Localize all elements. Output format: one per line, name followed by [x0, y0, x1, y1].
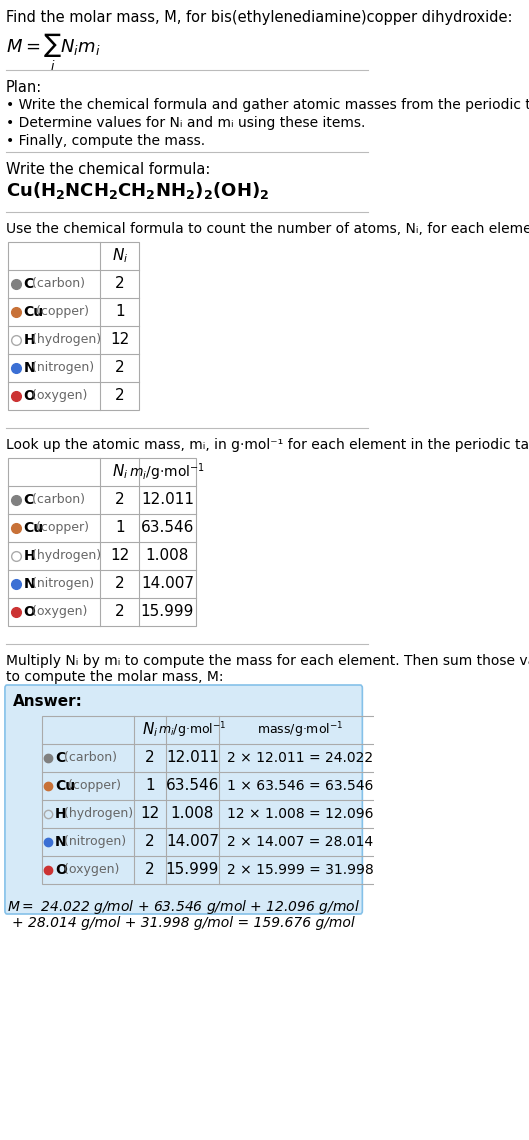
Text: 1.008: 1.008 — [145, 548, 189, 563]
Text: 1: 1 — [115, 521, 124, 536]
Text: Write the chemical formula:: Write the chemical formula: — [6, 162, 210, 177]
Text: 1.008: 1.008 — [171, 806, 214, 822]
Text: (nitrogen): (nitrogen) — [60, 836, 126, 848]
Text: 15.999: 15.999 — [141, 604, 194, 619]
Text: (carbon): (carbon) — [60, 751, 117, 765]
Text: O: O — [23, 605, 35, 619]
Text: $m_i$/g·mol$^{-1}$: $m_i$/g·mol$^{-1}$ — [158, 720, 227, 740]
Text: O: O — [23, 389, 35, 404]
Text: $M = \sum_i N_i m_i$: $M = \sum_i N_i m_i$ — [6, 32, 100, 73]
Text: Cu: Cu — [23, 521, 43, 535]
Text: Find the molar mass, M, for bis(ethylenediamine)copper dihydroxide:: Find the molar mass, M, for bis(ethylene… — [6, 10, 512, 25]
Text: 14.007: 14.007 — [141, 577, 194, 592]
Text: Use the chemical formula to count the number of atoms, Nᵢ, for each element:: Use the chemical formula to count the nu… — [6, 222, 529, 236]
Text: • Finally, compute the mass.: • Finally, compute the mass. — [6, 135, 205, 148]
Text: 2: 2 — [115, 492, 124, 507]
Text: H: H — [23, 333, 35, 347]
Text: 12: 12 — [110, 333, 130, 348]
Bar — [8, 458, 196, 626]
Bar — [8, 242, 139, 410]
Text: Look up the atomic mass, mᵢ, in g·mol⁻¹ for each element in the periodic table:: Look up the atomic mass, mᵢ, in g·mol⁻¹ … — [6, 438, 529, 451]
Text: 2: 2 — [115, 604, 124, 619]
Text: (oxygen): (oxygen) — [28, 605, 87, 619]
Text: N: N — [23, 577, 35, 591]
Text: 1: 1 — [115, 304, 124, 319]
Text: (copper): (copper) — [65, 780, 121, 792]
Text: mass/g·mol$^{-1}$: mass/g·mol$^{-1}$ — [257, 720, 343, 740]
Text: $N_i$: $N_i$ — [112, 246, 128, 266]
Text: 1 × 63.546 = 63.546: 1 × 63.546 = 63.546 — [227, 779, 373, 793]
Text: 2: 2 — [115, 577, 124, 592]
Text: 2: 2 — [145, 750, 155, 765]
Text: Cu: Cu — [23, 306, 43, 319]
Text: (hydrogen): (hydrogen) — [28, 334, 101, 347]
Text: (hydrogen): (hydrogen) — [28, 549, 101, 562]
Text: $N_i$: $N_i$ — [112, 463, 128, 481]
Text: 12: 12 — [110, 548, 130, 563]
Text: 63.546: 63.546 — [141, 521, 194, 536]
Text: Multiply Nᵢ by mᵢ to compute the mass for each element. Then sum those values: Multiply Nᵢ by mᵢ to compute the mass fo… — [6, 654, 529, 668]
FancyBboxPatch shape — [5, 685, 362, 914]
Text: (nitrogen): (nitrogen) — [28, 578, 94, 591]
Text: $N_i$: $N_i$ — [142, 720, 158, 740]
Text: Cu: Cu — [55, 779, 75, 793]
Text: Answer:: Answer: — [13, 694, 83, 709]
Text: Plan:: Plan: — [6, 80, 42, 95]
Text: O: O — [55, 863, 67, 877]
Text: (hydrogen): (hydrogen) — [60, 807, 133, 821]
Text: • Write the chemical formula and gather atomic masses from the periodic table.: • Write the chemical formula and gather … — [6, 98, 529, 112]
Text: (copper): (copper) — [32, 521, 89, 535]
Text: (carbon): (carbon) — [28, 277, 85, 291]
Text: 12.011: 12.011 — [141, 492, 194, 507]
Text: C: C — [55, 751, 66, 765]
Text: 2: 2 — [115, 360, 124, 375]
Bar — [42, 716, 381, 884]
Text: (oxygen): (oxygen) — [60, 863, 119, 877]
Text: 14.007: 14.007 — [166, 834, 219, 849]
Text: 12: 12 — [141, 806, 160, 822]
Text: 2 × 15.999 = 31.998: 2 × 15.999 = 31.998 — [227, 863, 373, 877]
Text: 2 × 12.011 = 24.022: 2 × 12.011 = 24.022 — [227, 751, 373, 765]
Text: (nitrogen): (nitrogen) — [28, 361, 94, 375]
Text: 2 × 14.007 = 28.014: 2 × 14.007 = 28.014 — [227, 834, 373, 849]
Text: 1: 1 — [145, 779, 155, 793]
Text: 2: 2 — [145, 834, 155, 849]
Text: $\mathbf{Cu(H_2NCH_2CH_2NH_2)_2(OH)_2}$: $\mathbf{Cu(H_2NCH_2CH_2NH_2)_2(OH)_2}$ — [6, 180, 269, 201]
Text: $m_i$/g·mol$^{-1}$: $m_i$/g·mol$^{-1}$ — [130, 462, 205, 483]
Text: C: C — [23, 492, 33, 507]
Text: $M = $ 24.022 g/mol + 63.546 g/mol + 12.096 g/mol: $M = $ 24.022 g/mol + 63.546 g/mol + 12.… — [7, 898, 360, 917]
Text: to compute the molar mass, M:: to compute the molar mass, M: — [6, 670, 223, 684]
Text: H: H — [23, 549, 35, 563]
Text: • Determine values for Nᵢ and mᵢ using these items.: • Determine values for Nᵢ and mᵢ using t… — [6, 116, 365, 130]
Text: (copper): (copper) — [32, 306, 89, 318]
Text: 2: 2 — [115, 389, 124, 404]
Text: 12 × 1.008 = 12.096: 12 × 1.008 = 12.096 — [227, 807, 373, 821]
Text: 12.011: 12.011 — [166, 750, 219, 765]
Text: N: N — [23, 361, 35, 375]
Text: 2: 2 — [145, 863, 155, 878]
Text: (carbon): (carbon) — [28, 494, 85, 506]
Text: N: N — [55, 834, 67, 849]
Text: H: H — [55, 807, 67, 821]
Text: (oxygen): (oxygen) — [28, 390, 87, 402]
Text: 15.999: 15.999 — [166, 863, 219, 878]
Text: + 28.014 g/mol + 31.998 g/mol = 159.676 g/mol: + 28.014 g/mol + 31.998 g/mol = 159.676 … — [12, 917, 355, 930]
Text: 63.546: 63.546 — [166, 779, 219, 793]
Text: C: C — [23, 277, 33, 291]
Text: 2: 2 — [115, 277, 124, 292]
